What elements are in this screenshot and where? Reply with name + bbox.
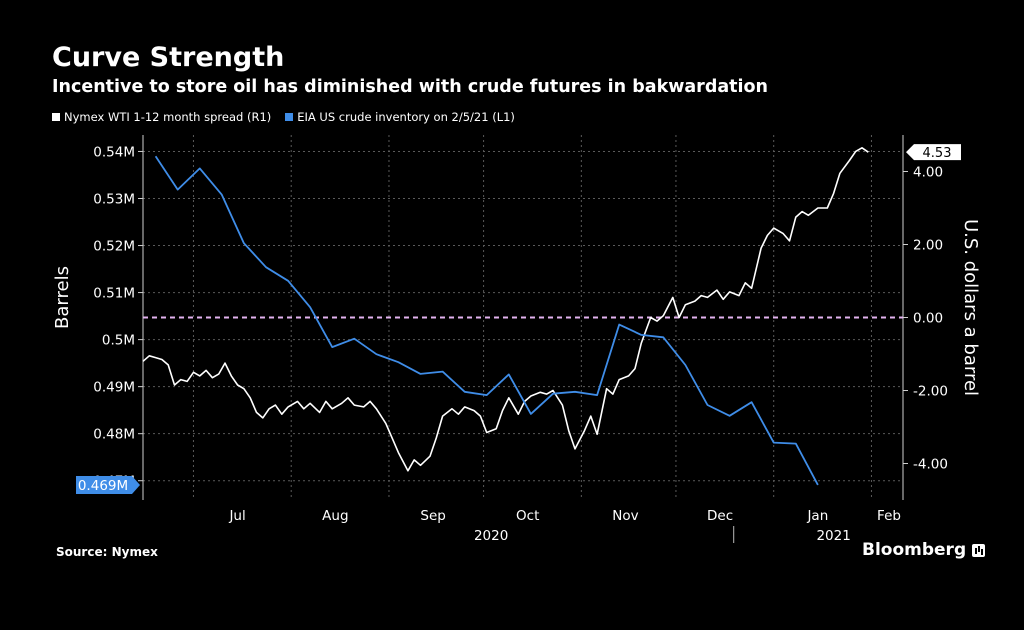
spread-last-value-text: 4.53 [923, 146, 952, 161]
left-tick-label: 0.54M [93, 144, 135, 160]
brand-logo: Bloomberg [862, 540, 986, 560]
year-label: 2020 [474, 528, 508, 544]
left-tick-label: 0.5M [102, 333, 135, 349]
right-tick-label: 0.00 [913, 311, 943, 327]
left-tick-label: 0.53M [93, 191, 135, 207]
chart-subtitle: Incentive to store oil has diminished wi… [52, 77, 768, 97]
spread-last-value-tag: 4.53 [906, 144, 961, 161]
legend: Nymex WTI 1-12 month spread (R1) EIA US … [52, 110, 515, 124]
inventory-last-value-tag: 0.469M [76, 475, 140, 494]
bar-chart-icon [972, 543, 986, 557]
axes: 0.47M0.48M0.49M0.5M0.51M0.52M0.53M0.54MJ… [52, 135, 981, 544]
series-line-spread [142, 147, 869, 472]
legend-swatch-spread [52, 113, 60, 121]
left-axis-title: Barrels [52, 266, 73, 329]
x-tick-label: Aug [322, 508, 348, 524]
year-label: 2021 [816, 528, 850, 544]
legend-swatch-inventory [285, 113, 294, 121]
left-tick-label: 0.51M [93, 286, 135, 302]
x-tick-label: Oct [516, 508, 539, 524]
legend-item-spread: Nymex WTI 1-12 month spread (R1) [52, 110, 271, 124]
gridlines [143, 135, 903, 500]
x-tick-label: Feb [877, 508, 901, 524]
inventory-last-value-bg [76, 475, 140, 494]
x-tick-label: Nov [612, 508, 638, 524]
right-axis-title: U.S. dollars a barrel [960, 219, 981, 396]
brand-name: Bloomberg [862, 540, 967, 560]
legend-label-spread: Nymex WTI 1-12 month spread (R1) [64, 110, 272, 124]
series-line-inventory [154, 155, 819, 486]
spread-last-value-bg [906, 144, 961, 161]
legend-label-inventory: EIA US crude inventory on 2/5/21 (L1) [297, 110, 515, 124]
series [142, 147, 903, 486]
x-tick-label: Sep [420, 508, 445, 524]
right-tick-label: 4.00 [913, 165, 943, 181]
right-tick-label: 2.00 [913, 238, 943, 254]
right-tick-label: -2.00 [913, 384, 948, 400]
value-labels: 4.53 0.469M [76, 144, 961, 494]
source-note: Source: Nymex [56, 545, 158, 559]
x-tick-label: Dec [707, 508, 733, 524]
legend-item-inventory: EIA US crude inventory on 2/5/21 (L1) [285, 110, 515, 124]
x-tick-label: Jul [228, 508, 245, 524]
left-tick-label: 0.48M [93, 427, 135, 443]
chart-title: Curve Strength [52, 42, 285, 73]
left-tick-label: 0.49M [93, 380, 135, 396]
x-tick-label: Jan [806, 508, 828, 524]
inventory-last-value-text: 0.469M [78, 478, 128, 494]
right-tick-label: -4.00 [913, 457, 948, 473]
left-tick-label: 0.52M [93, 239, 135, 255]
